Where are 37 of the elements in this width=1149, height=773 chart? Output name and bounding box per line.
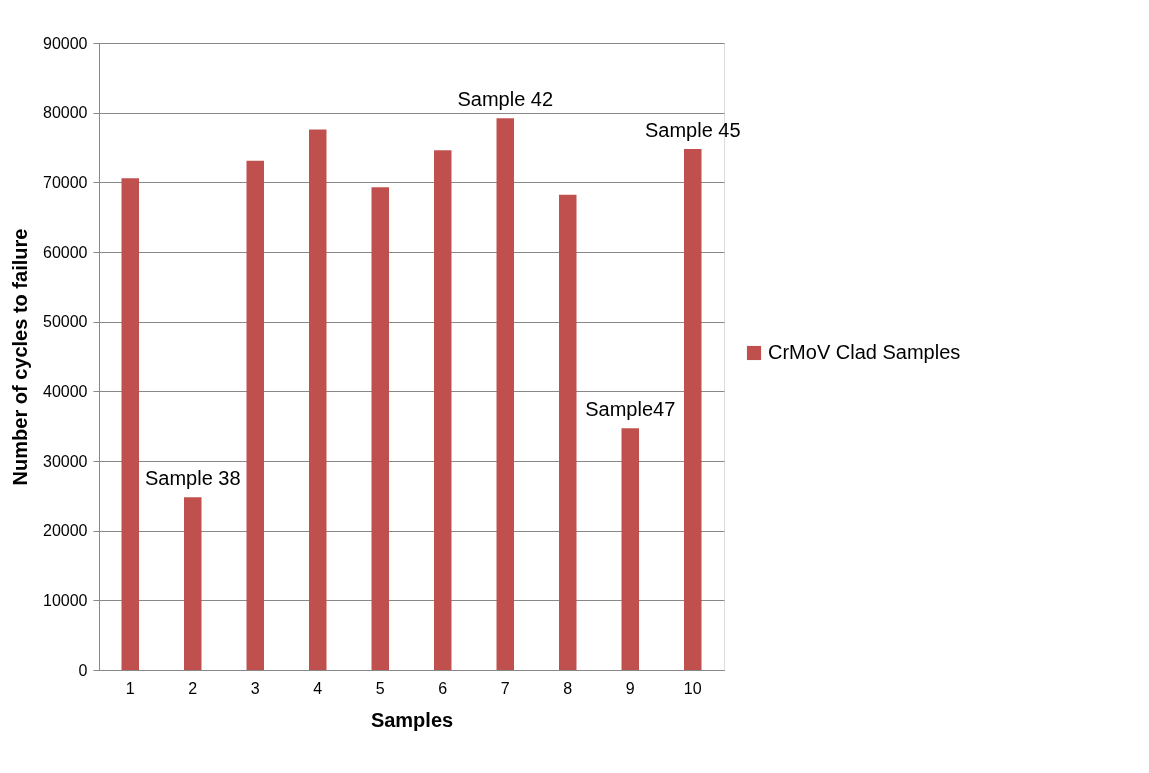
bar (434, 150, 452, 670)
x-tick-label: 2 (188, 679, 198, 697)
y-tick-label: 90000 (43, 34, 88, 52)
x-tick-label: 8 (563, 679, 573, 697)
y-axis-title: Number of cycles to failure (9, 228, 32, 486)
y-tick-label: 60000 (43, 243, 88, 261)
y-tick-label: 80000 (43, 104, 88, 122)
y-tick-label: 10000 (43, 591, 88, 609)
x-tick-label: 6 (438, 679, 448, 697)
bar (309, 129, 327, 670)
bar (371, 187, 389, 670)
x-axis-title: Samples (370, 708, 454, 731)
annotation: Sample 45 (644, 118, 741, 141)
x-tick-label: 3 (250, 679, 260, 697)
bar (621, 428, 639, 670)
x-tick-label: 9 (625, 679, 635, 697)
annotation: Sample 38 (144, 467, 241, 490)
x-tick-label: 7 (500, 679, 510, 697)
y-tick-label: 70000 (43, 173, 88, 191)
x-tick-label: 4 (313, 679, 323, 697)
x-tick-label: 5 (375, 679, 385, 697)
bar (496, 118, 514, 670)
bar (184, 497, 202, 670)
bar (121, 178, 139, 670)
y-tick-label: 40000 (43, 382, 88, 400)
y-tick-label: 30000 (43, 452, 88, 470)
y-tick-label: 20000 (43, 522, 88, 540)
x-tick-label: 1 (125, 679, 135, 697)
bar (684, 148, 702, 670)
y-tick-label: 50000 (43, 313, 88, 331)
bar (559, 194, 577, 670)
annotation: Sample 42 (457, 88, 554, 111)
y-tick-label: 0 (78, 661, 88, 679)
x-tick-label: 10 (683, 679, 702, 697)
legend-label: CrMoV Clad Samples (768, 341, 961, 363)
annotation: Sample47 (585, 398, 676, 421)
bar (246, 160, 264, 670)
